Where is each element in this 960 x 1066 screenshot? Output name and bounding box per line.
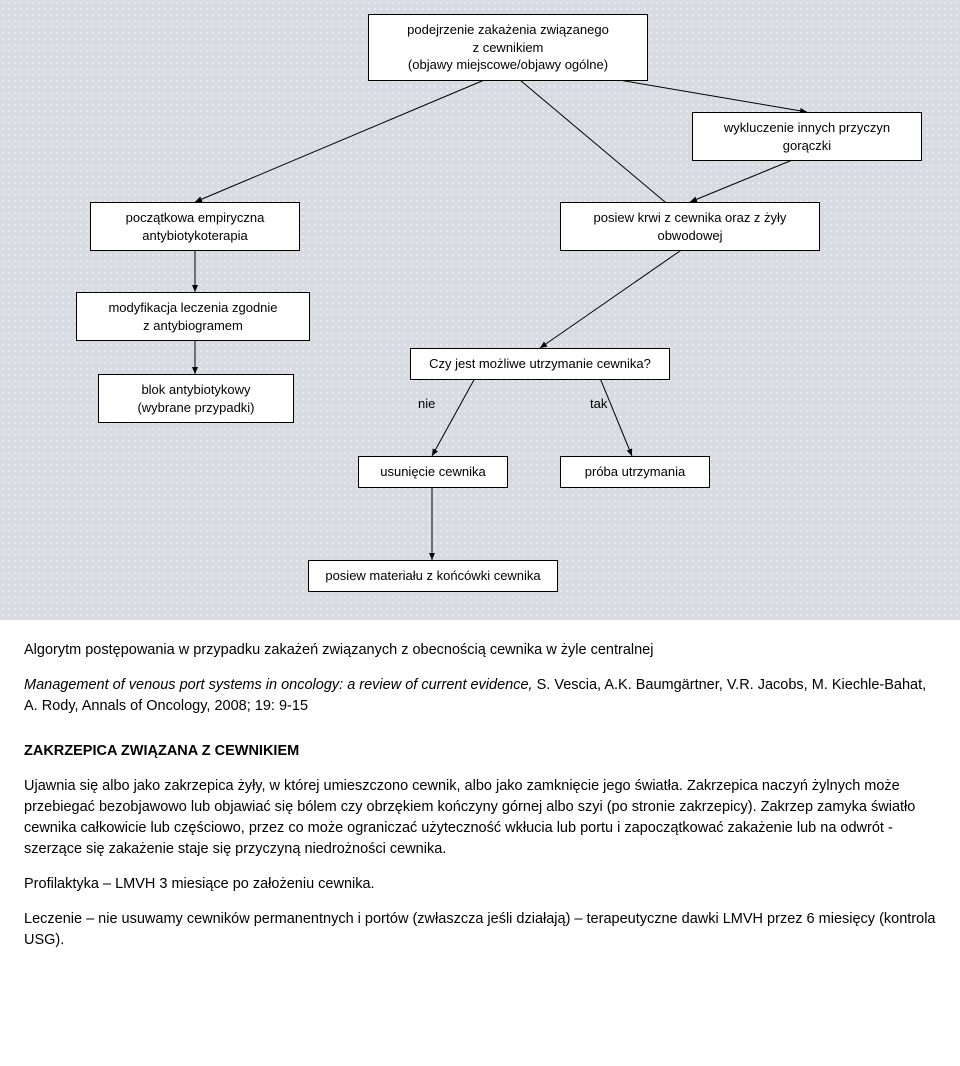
node-remove: usunięcie cewnika (358, 456, 508, 488)
edge-3 (690, 154, 807, 202)
node-block: blok antybiotykowy(wybrane przypadki) (98, 374, 294, 423)
node-exclude: wykluczenie innych przyczyngorączki (692, 112, 922, 161)
edge-4 (540, 244, 690, 348)
section-heading: ZAKRZEPICA ZWIĄZANA Z CEWNIKIEM (24, 741, 936, 762)
document-text: Algorytm postępowania w przypadku zakaże… (0, 620, 960, 989)
label-tak: tak (590, 396, 607, 411)
flowchart-canvas: podejrzenie zakażenia związanegoz cewnik… (0, 0, 960, 620)
edge-1 (508, 70, 690, 223)
node-culture: posiew krwi z cewnika oraz z żyłyobwodow… (560, 202, 820, 251)
label-nie: nie (418, 396, 435, 411)
edge-0 (195, 70, 508, 202)
algorithm-caption: Algorytm postępowania w przypadku zakaże… (24, 640, 936, 661)
paragraph-1: Ujawnia się albo jako zakrzepica żyły, w… (24, 776, 936, 860)
edge-7 (432, 378, 475, 456)
paragraph-2: Profilaktyka – LMVH 3 miesiące po założe… (24, 874, 936, 895)
node-keep: próba utrzymania (560, 456, 710, 488)
reference: Management of venous port systems in onc… (24, 675, 936, 717)
node-keepQ: Czy jest możliwe utrzymanie cewnika? (410, 348, 670, 380)
node-modify: modyfikacja leczenia zgodniez antybiogra… (76, 292, 310, 341)
edge-8 (600, 378, 632, 456)
node-empAb: początkowa empirycznaantybiotykoterapia (90, 202, 300, 251)
node-tipCul: posiew materiału z końcówki cewnika (308, 560, 558, 592)
node-root: podejrzenie zakażenia związanegoz cewnik… (368, 14, 648, 81)
paragraph-3: Leczenie – nie usuwamy cewników permanen… (24, 909, 936, 951)
